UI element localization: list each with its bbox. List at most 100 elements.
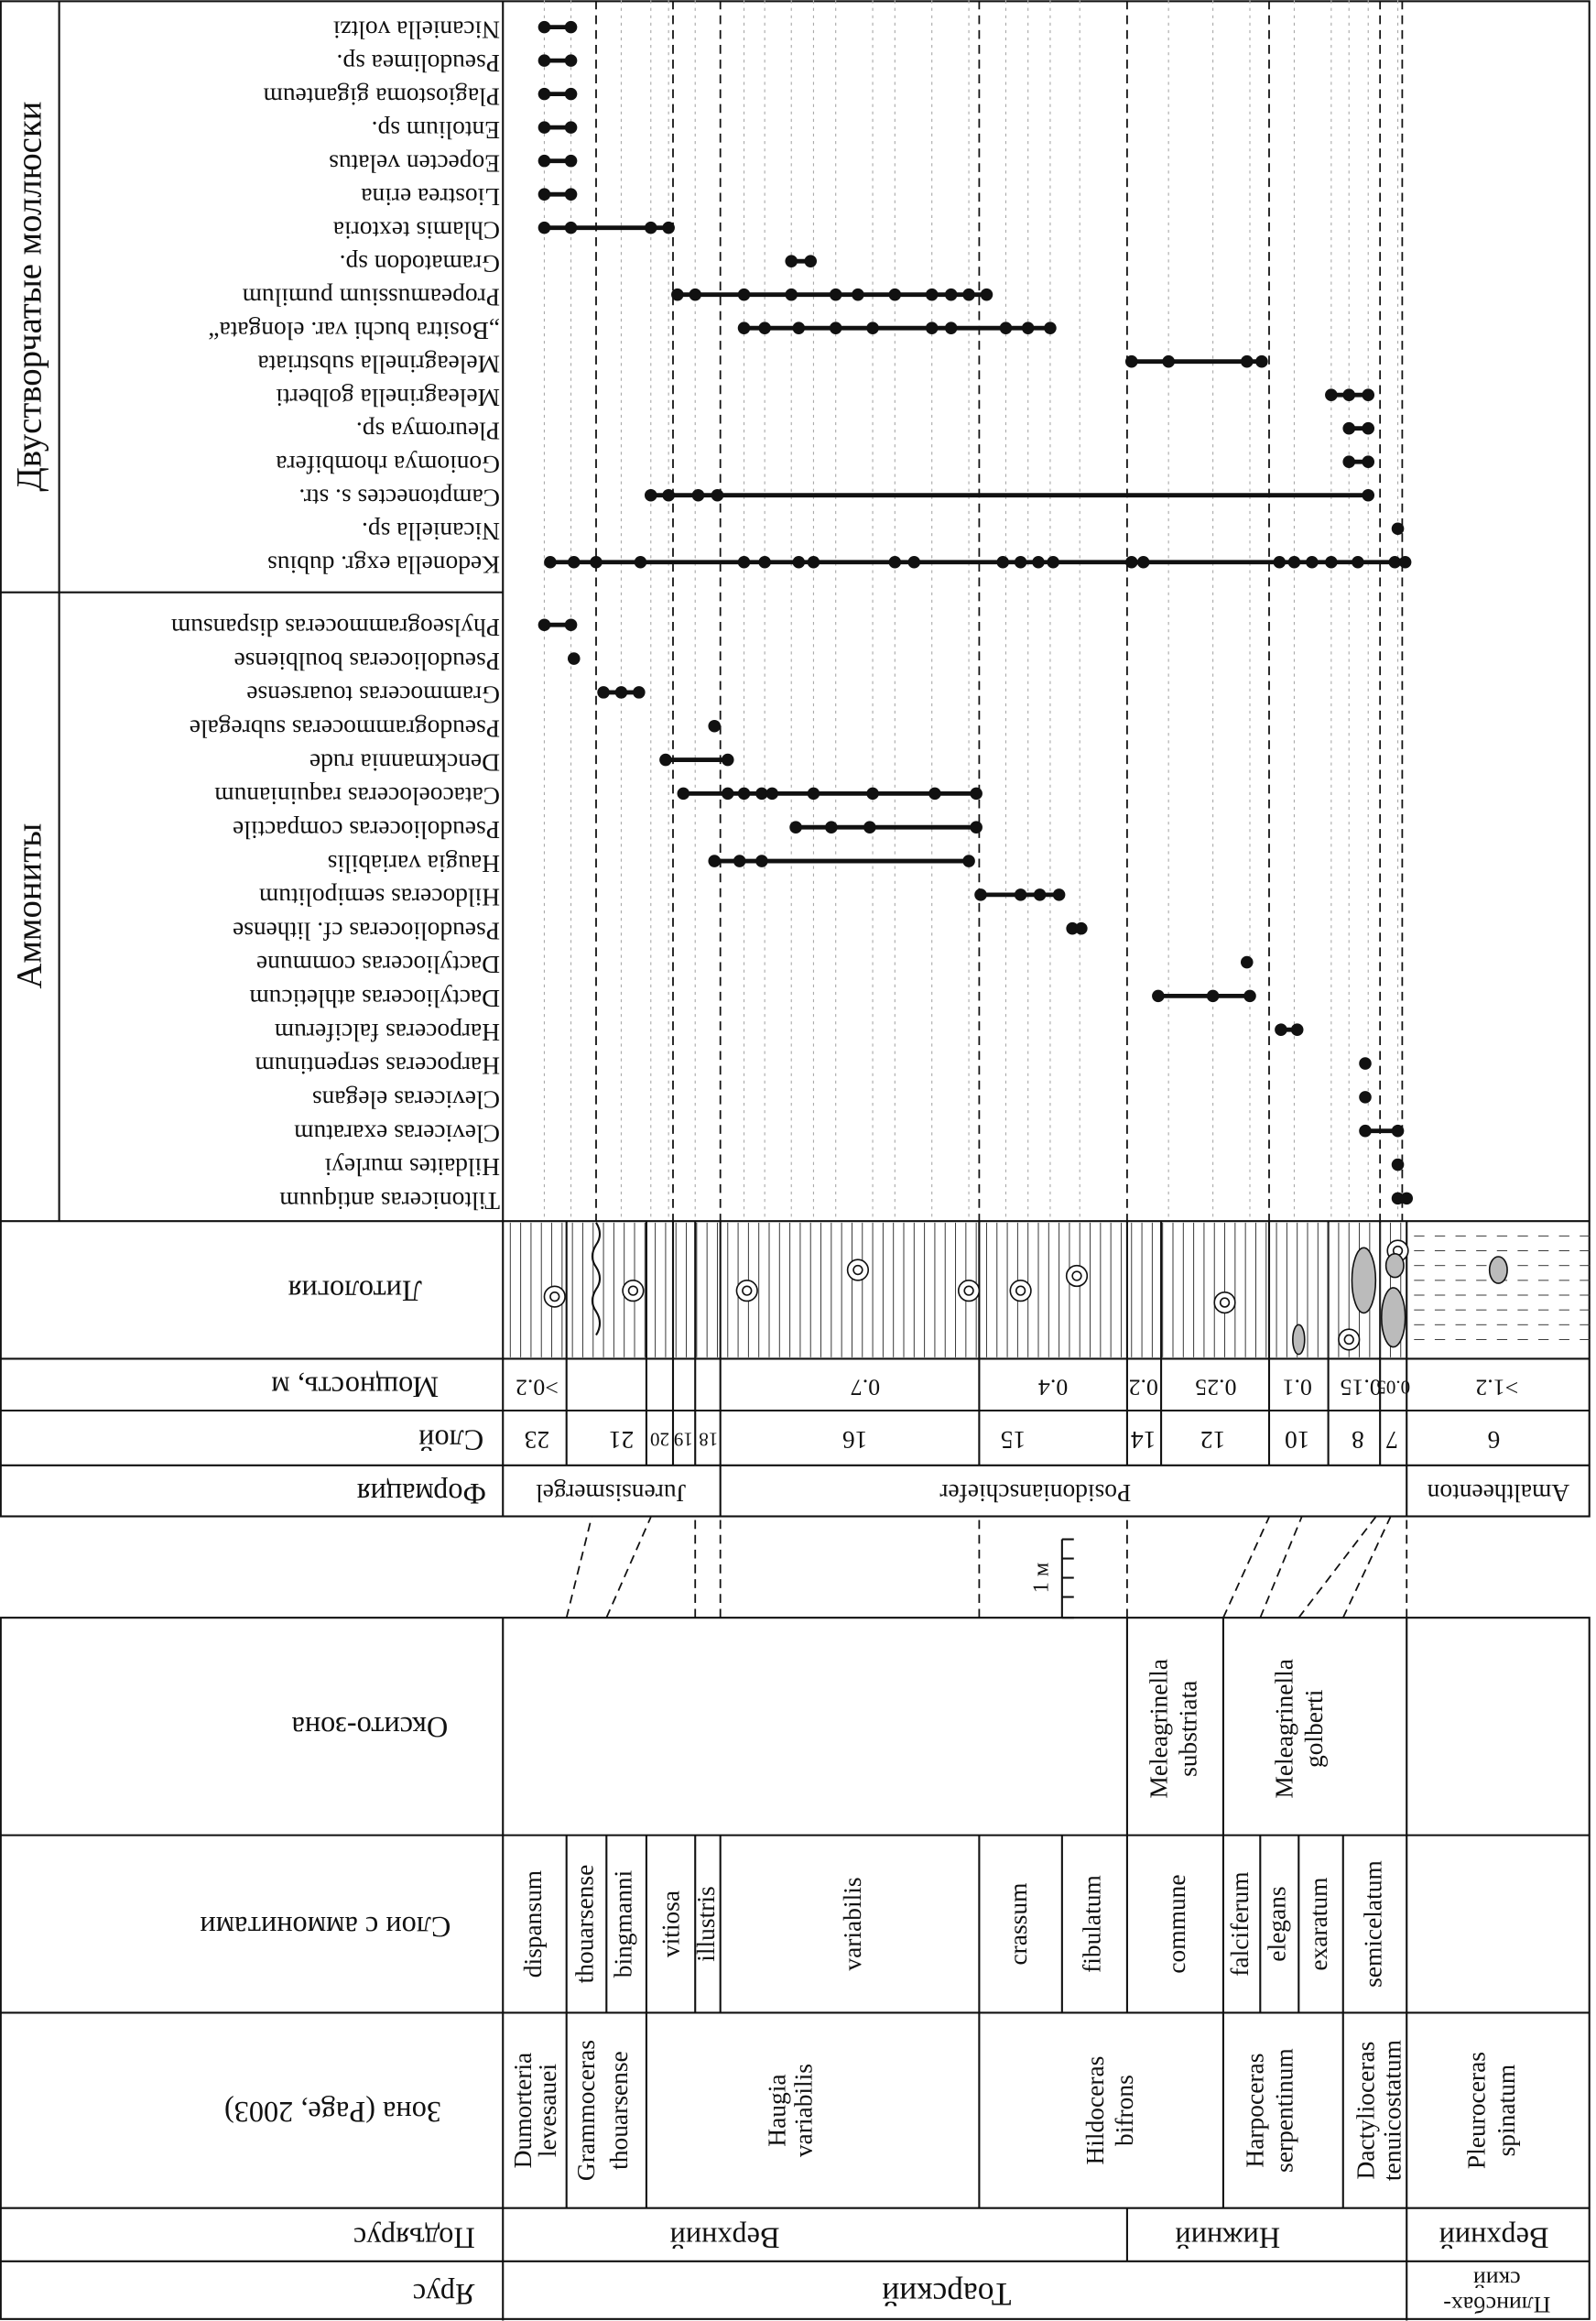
layer-number: 23: [525, 1426, 549, 1454]
layer-number: 6: [1488, 1426, 1501, 1454]
occurrence: [662, 488, 675, 502]
occurrence: [996, 555, 1010, 569]
species-name: Entolium sp.: [372, 116, 500, 144]
formation-name: Amaltheenton: [1427, 1479, 1569, 1507]
occurrence: [691, 488, 705, 502]
occurrence: [1240, 955, 1254, 969]
correlation-line: [605, 1516, 652, 1618]
occurrence: [689, 288, 702, 301]
oxyto-zone: golberti: [1300, 1689, 1328, 1768]
row-label: Слои с аммонитами: [200, 1911, 451, 1944]
layer-number: 20: [650, 1428, 669, 1450]
layer-number: 21: [609, 1426, 634, 1454]
occurrence: [792, 555, 806, 569]
substage: Верхний: [670, 2221, 780, 2254]
ammonite-symbol: [549, 1291, 560, 1302]
species-name: Harpoceras falciferum: [275, 1019, 500, 1046]
species-name: Dactylioceras athleticum: [249, 985, 500, 1012]
species-name: Meleagrinella golberti: [276, 384, 500, 411]
thickness-value: 0.4: [1038, 1375, 1068, 1401]
ammonite-bed: illustris: [692, 1886, 720, 1961]
species-name: Catacoeloceras raquinianum: [214, 782, 500, 810]
ammonite-bed: thouarsense: [571, 1865, 599, 1984]
layer-number: 12: [1200, 1426, 1225, 1454]
lithology-wave: [591, 1222, 602, 1336]
species-name: Pseudolioceras compactile: [233, 816, 500, 844]
species-name: Liostrea erina: [361, 183, 500, 211]
occurrence: [634, 555, 647, 569]
formation-name: Posidonianschiefer: [939, 1479, 1131, 1507]
occurrence: [866, 321, 879, 334]
row-label: Оксито-зона: [291, 1711, 448, 1744]
zone-name: Grammoceras: [572, 2040, 600, 2181]
zone-name: Hildoceras: [1081, 2056, 1109, 2165]
occurrence: [1362, 388, 1375, 401]
ammonite-bed: exaratum: [1305, 1877, 1332, 1970]
occurrence: [925, 288, 939, 301]
occurrence: [1240, 354, 1254, 368]
concretion: [1380, 1287, 1406, 1348]
occurrence: [1044, 321, 1057, 334]
species-name: Hildaites murleyi: [324, 1153, 500, 1181]
occurrence: [564, 87, 578, 101]
ammonite-symbol: [543, 1285, 566, 1308]
occurrence: [721, 753, 734, 767]
occurrence: [1362, 421, 1375, 435]
occurrence: [974, 888, 987, 901]
species-name: „Bositra buchi var. elongata“: [208, 317, 500, 344]
occurrence: [564, 20, 578, 34]
occurrence: [1014, 888, 1027, 901]
occurrence: [537, 618, 551, 632]
formation-name: Jurensismergel: [536, 1479, 687, 1507]
occurrence: [737, 288, 751, 301]
occurrence: [662, 221, 675, 234]
occurrence: [737, 321, 751, 334]
occurrence: [825, 821, 838, 834]
row-label: Ярус: [413, 2278, 475, 2311]
occurrence: [1124, 354, 1138, 368]
species-name: Denckmannia rude: [309, 748, 500, 776]
occurrence: [537, 121, 551, 134]
occurrence: [999, 321, 1013, 334]
thickness-value: 0.25: [1195, 1375, 1236, 1401]
row-label: Слой: [418, 1424, 483, 1457]
occurrence: [537, 54, 551, 67]
concretion: [1351, 1247, 1377, 1314]
occurrence: [659, 753, 672, 767]
row-label: Зона (Page, 2003): [224, 2096, 441, 2129]
species-name: Grammoceras touarsense: [246, 681, 500, 709]
species-name: Cleviceras elegans: [312, 1086, 500, 1114]
occurrence: [564, 121, 578, 134]
occurrence: [708, 719, 722, 733]
occurrence: [1398, 555, 1412, 569]
species-name: Hildoceras semipolitum: [259, 884, 500, 911]
upper-frame: [0, 0, 1591, 1518]
species-name: Camptonectes s. str.: [299, 484, 500, 511]
ammonite-symbol: [1071, 1270, 1082, 1281]
concretion: [1384, 1252, 1405, 1279]
species-name: Harpoceras serpentinum: [255, 1052, 500, 1080]
occurrence: [1342, 455, 1356, 468]
occurrence: [1359, 1057, 1372, 1070]
row-label: Мощность, м: [271, 1371, 439, 1404]
ammonite-symbol: [622, 1280, 645, 1302]
occurrence: [1391, 522, 1405, 536]
occurrence: [737, 555, 751, 569]
occurrence: [1290, 1023, 1304, 1036]
ammonite-symbol: [627, 1285, 639, 1296]
ammonite-bed: dispansum: [519, 1870, 547, 1978]
layer-number: 16: [842, 1426, 867, 1454]
occurrence: [807, 555, 820, 569]
occurrence: [1325, 555, 1338, 569]
zone-name: Haugia: [764, 2074, 791, 2146]
occurrence: [1359, 1124, 1372, 1138]
occurrence: [1306, 555, 1319, 569]
occurrence: [1033, 888, 1047, 901]
ammonite-symbol: [1213, 1291, 1236, 1314]
species-name: Pleuromya sp.: [356, 417, 500, 444]
occurrence: [1162, 354, 1175, 368]
occurrence: [537, 154, 551, 168]
species-name: Pseudolioceras cf. lithense: [233, 917, 500, 944]
occurrence: [737, 787, 751, 801]
